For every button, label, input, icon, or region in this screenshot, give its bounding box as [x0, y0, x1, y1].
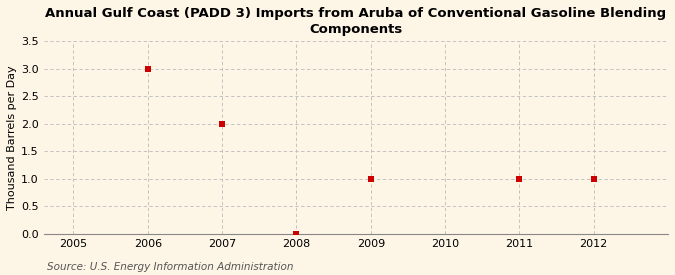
Point [514, 177, 524, 181]
Y-axis label: Thousand Barrels per Day: Thousand Barrels per Day [7, 65, 17, 210]
Point [291, 232, 302, 236]
Text: Source: U.S. Energy Information Administration: Source: U.S. Energy Information Administ… [47, 262, 294, 272]
Point [365, 177, 376, 181]
Point [142, 67, 153, 71]
Point [589, 177, 599, 181]
Point [217, 122, 227, 126]
Title: Annual Gulf Coast (PADD 3) Imports from Aruba of Conventional Gasoline Blending
: Annual Gulf Coast (PADD 3) Imports from … [45, 7, 666, 36]
